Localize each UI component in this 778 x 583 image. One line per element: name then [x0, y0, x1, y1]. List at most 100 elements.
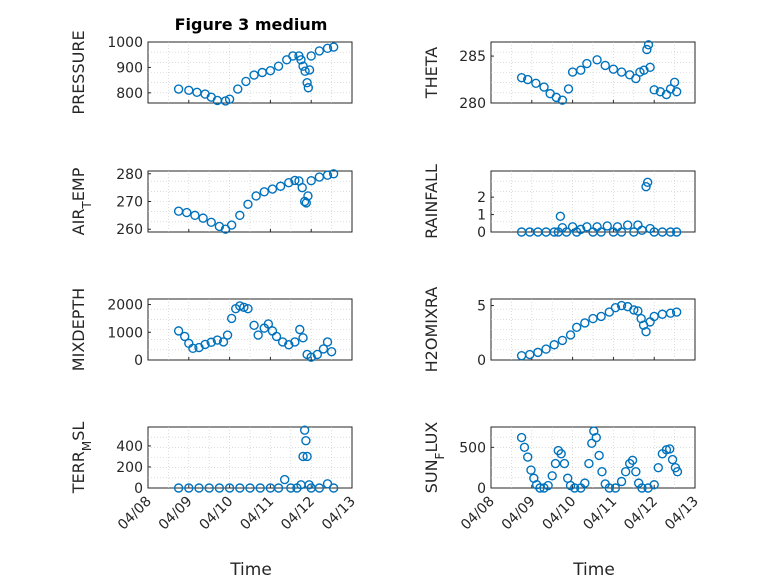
data-point: [273, 61, 284, 71]
data-point: [565, 330, 576, 340]
data-point: [243, 199, 253, 209]
data-point: [303, 83, 314, 93]
data-point: [523, 74, 533, 85]
x-tick-label: 04/09: [499, 494, 539, 534]
data-point: [226, 313, 237, 324]
y-axis-label: TERRMSL: [69, 422, 94, 495]
y-axis-label: SUNFLUX: [422, 422, 447, 494]
data-point: [671, 307, 682, 317]
data-point: [255, 483, 265, 493]
data-point: [631, 73, 641, 84]
y-tick-label: 0: [134, 353, 143, 369]
data-point: [212, 335, 223, 345]
y-tick-label: 0: [134, 481, 143, 497]
data-point: [188, 343, 198, 354]
data-point: [576, 224, 586, 235]
y-axis-label: THETA: [422, 47, 441, 99]
data-point: [198, 213, 208, 223]
data-point: [267, 184, 278, 194]
y-tick-label: 2000: [107, 298, 143, 314]
data-point: [523, 452, 533, 462]
subplot-7: 0 200 400 04/08 04/09 04/10 04/11 04/12 04/13 TER…: [69, 422, 359, 534]
data-point: [582, 222, 592, 232]
data-point: [235, 483, 245, 493]
subplot-2: 280 285 THETA: [422, 40, 696, 112]
y-tick-label: 260: [116, 222, 143, 238]
data-point: [273, 483, 284, 493]
data-point: [299, 425, 310, 435]
data-point: [541, 344, 551, 354]
data-point: [641, 181, 651, 192]
data-point: [591, 432, 601, 443]
data-point: [275, 181, 286, 191]
data-point: [302, 451, 312, 462]
subplot-8: 0 500 04/08 04/09 04/10 04/11 04/12 04/13 SUNFLU…: [422, 422, 702, 534]
data-point: [592, 55, 602, 65]
data-point: [665, 308, 676, 318]
data-point: [665, 444, 675, 454]
data-point: [314, 483, 325, 493]
x-tick-label: 04/08: [458, 494, 498, 534]
data-point: [263, 319, 274, 329]
data-point: [318, 344, 329, 354]
y-tick-label: 1000: [107, 325, 143, 341]
data-point: [304, 65, 315, 75]
data-point: [604, 307, 615, 317]
data-point: [643, 40, 654, 50]
data-point: [245, 483, 255, 493]
data-point: [301, 435, 311, 446]
data-point: [235, 301, 245, 311]
subplot-4: 01 2 RAINFALL: [422, 164, 696, 241]
data-point: [295, 324, 305, 335]
data-point: [314, 46, 325, 56]
x-tick-label: 04/11: [580, 494, 620, 534]
data-point: [533, 347, 543, 358]
data-point: [206, 337, 216, 347]
x-axis-label-left: Time: [229, 560, 272, 580]
x-tick-label: 04/13: [319, 494, 359, 534]
data-point: [594, 450, 604, 461]
y-axis-label: MIXDEPTH: [69, 288, 88, 371]
data-point: [616, 300, 627, 311]
data-point: [642, 177, 653, 188]
data-point: [620, 467, 631, 477]
data-point: [173, 326, 184, 336]
data-point: [580, 478, 590, 488]
x-tick-label: 04/12: [278, 494, 318, 534]
data-point: [328, 42, 339, 52]
x-tick-label: 04/12: [621, 494, 661, 534]
data-point: [610, 303, 621, 313]
data-point: [576, 65, 586, 75]
y-axis-label: RAINFALL: [422, 164, 441, 239]
data-point: [672, 467, 683, 477]
data-point: [222, 330, 233, 340]
data-point: [194, 483, 204, 493]
data-point: [596, 311, 606, 322]
data-point: [559, 458, 570, 469]
data-point: [669, 77, 680, 88]
y-tick-label: 1: [477, 208, 486, 224]
data-point: [667, 454, 678, 465]
data-point: [182, 207, 192, 218]
data-point: [322, 479, 333, 489]
data-point: [587, 438, 597, 448]
data-point: [279, 474, 290, 485]
data-point: [608, 64, 619, 74]
data-point: [600, 60, 610, 71]
data-point: [557, 335, 568, 346]
data-point: [649, 480, 659, 490]
data-point: [557, 95, 568, 105]
data-point: [550, 458, 561, 469]
data-point: [243, 304, 253, 314]
y-tick-label: 200: [116, 460, 143, 476]
data-point: [200, 339, 210, 350]
y-tick-label: 280: [459, 96, 486, 112]
y-tick-label: 1000: [107, 35, 143, 51]
data-point: [637, 483, 647, 493]
data-point: [303, 191, 313, 201]
data-point: [519, 442, 530, 453]
data-point: [629, 305, 639, 315]
data-point: [604, 483, 615, 493]
x-tick-label: 04/10: [197, 494, 237, 534]
